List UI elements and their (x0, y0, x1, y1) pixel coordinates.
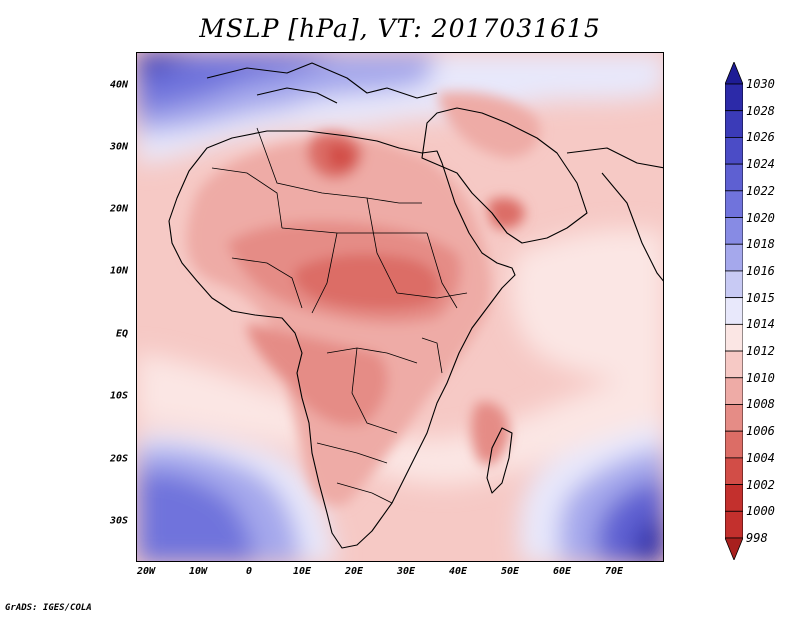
colorbar-cell (725, 377, 743, 405)
lat-label-10s: 10S (109, 390, 128, 402)
lon-label-20e: 20E (344, 566, 364, 577)
lat-label-20s: 20S (109, 453, 128, 465)
colorbar-cell (725, 457, 743, 485)
lon-label-20w: 20W (136, 566, 156, 577)
colorbar-bottom-tip (725, 537, 743, 560)
colorbar-cell (725, 350, 743, 379)
lon-label-0: 0 (245, 566, 253, 577)
lon-label-10e: 10E (292, 566, 312, 577)
mslp-map-graphic (137, 53, 663, 561)
colorbar-cell (725, 270, 743, 299)
colorbar-cell (725, 83, 743, 112)
lat-label-20n: 20N (109, 203, 128, 215)
colorbar-cell (725, 110, 743, 138)
colorbar-label: 1020 (746, 210, 775, 225)
colorbar-label: 1030 (746, 77, 775, 91)
colorbar-label: 1000 (746, 504, 775, 519)
lon-label-50e: 50E (500, 566, 520, 577)
colorbar-cell (725, 510, 743, 539)
colorbar-label: 1018 (746, 237, 775, 252)
lat-label-40n: 40N (109, 79, 128, 91)
colorbar-label: 1016 (746, 263, 775, 278)
colorbar-label: 1022 (746, 183, 775, 198)
lat-label-10n: 10N (109, 265, 128, 277)
colorbar-label: 1004 (746, 450, 775, 465)
lon-label-70e: 70E (604, 566, 624, 577)
lat-label-eq: EQ (115, 328, 128, 340)
colorbar-cell (725, 430, 743, 459)
colorbar-label: 1006 (746, 424, 775, 439)
lat-label-30n: 30N (109, 141, 128, 153)
colorbar-cell (725, 404, 743, 432)
colorbar-cell (725, 323, 743, 352)
mslp-map (136, 52, 664, 562)
grads-credit: GrADS: IGES/COLA (5, 603, 92, 613)
colorbar-label: 1010 (746, 370, 775, 385)
colorbar-cell (725, 217, 743, 245)
lon-label-40e: 40E (448, 566, 468, 577)
colorbar-label: 1014 (746, 317, 775, 332)
lat-label-30s: 30S (109, 515, 128, 527)
colorbar-label: 1026 (746, 130, 775, 145)
colorbar-label: 1024 (746, 157, 775, 172)
colorbar-cell (725, 297, 743, 325)
colorbar-cell (725, 243, 743, 272)
colorbar-cell (725, 190, 743, 218)
colorbar-cell (725, 163, 743, 192)
colorbar-label: 1015 (746, 290, 775, 305)
colorbar-label: 998 (746, 531, 768, 545)
colorbar-label: 1012 (746, 344, 775, 359)
colorbar-label: 1008 (746, 397, 775, 412)
lon-label-60e: 60E (552, 566, 572, 577)
colorbar-label: 1002 (746, 477, 775, 492)
lon-label-10w: 10W (188, 566, 208, 577)
map-title: MSLP [hPa], VT: 2017031615 (199, 14, 601, 43)
lon-label-30e: 30E (396, 566, 416, 577)
colorbar-cell (725, 137, 743, 165)
colorbar (725, 62, 743, 560)
colorbar-top-tip (725, 62, 743, 85)
colorbar-label: 1028 (746, 103, 775, 118)
colorbar-cell (725, 484, 743, 512)
